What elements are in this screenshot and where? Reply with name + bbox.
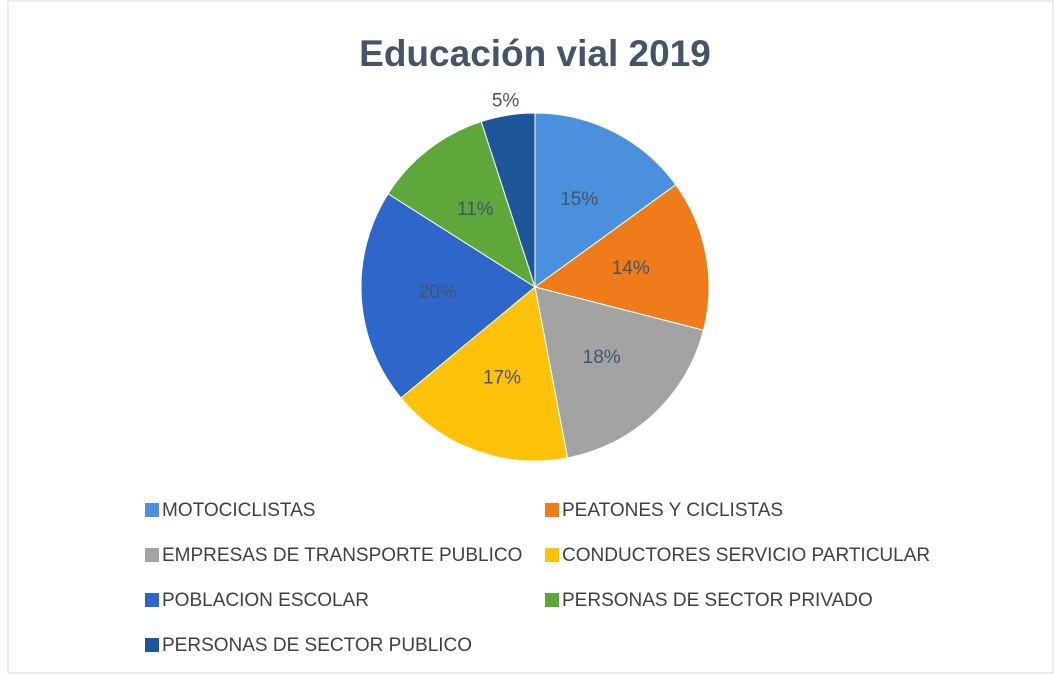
pie-slice	[480, 112, 536, 288]
pie-slice	[387, 120, 536, 289]
pie-slice	[533, 184, 710, 331]
legend-label: EMPRESAS DE TRANSPORTE PUBLICO	[162, 545, 522, 566]
data-label: 14%	[612, 258, 650, 279]
legend-label: POBLACION ESCOLAR	[162, 590, 369, 611]
data-label: 5%	[492, 90, 520, 111]
data-label: 11%	[457, 199, 494, 220]
legend-label: PERSONAS DE SECTOR PUBLICO	[162, 635, 472, 656]
legend-swatch	[145, 638, 159, 652]
legend-swatch	[145, 593, 159, 607]
pie-slice	[534, 112, 677, 288]
pie-slice	[360, 193, 536, 399]
legend-label: PEATONES Y CICLISTAS	[562, 500, 783, 521]
data-label: 15%	[560, 189, 598, 210]
legend-label: CONDUCTORES SERVICIO PARTICULAR	[562, 545, 930, 566]
legend-swatch	[145, 503, 159, 517]
pie-slice	[534, 286, 705, 459]
data-label: 20%	[419, 282, 457, 303]
chart-title: Educación vial 2019	[359, 33, 711, 74]
legend-swatch	[545, 593, 559, 607]
legend-label: PERSONAS DE SECTOR PRIVADO	[562, 590, 873, 611]
legend-swatch	[545, 503, 559, 517]
data-label: 18%	[583, 347, 621, 368]
data-label: 17%	[483, 368, 521, 389]
pie-slice	[400, 286, 569, 462]
legend-label: MOTOCICLISTAS	[162, 500, 315, 521]
legend-swatch	[545, 548, 559, 562]
legend-swatch	[145, 548, 159, 562]
